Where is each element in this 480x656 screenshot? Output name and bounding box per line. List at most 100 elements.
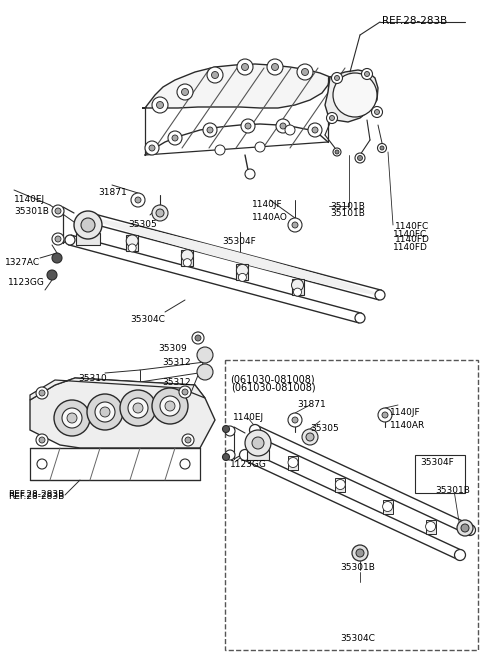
Text: 1140FD: 1140FD	[393, 243, 428, 252]
Circle shape	[182, 389, 188, 395]
Bar	[336, 478, 345, 491]
Circle shape	[36, 434, 48, 446]
Text: 35301B: 35301B	[14, 207, 49, 216]
Circle shape	[192, 332, 204, 344]
Circle shape	[301, 68, 309, 75]
Circle shape	[74, 211, 102, 239]
Text: 35304F: 35304F	[420, 458, 454, 467]
Circle shape	[36, 387, 48, 399]
Circle shape	[149, 145, 155, 151]
Circle shape	[382, 412, 388, 418]
Circle shape	[285, 125, 295, 135]
Bar	[383, 499, 393, 514]
Ellipse shape	[250, 424, 261, 436]
Circle shape	[67, 413, 77, 423]
Ellipse shape	[455, 550, 466, 560]
Text: 31871: 31871	[98, 188, 127, 197]
Circle shape	[377, 144, 386, 152]
Circle shape	[165, 401, 175, 411]
Circle shape	[237, 59, 253, 75]
Polygon shape	[142, 64, 330, 108]
Circle shape	[461, 524, 469, 532]
Circle shape	[276, 119, 290, 133]
Circle shape	[87, 394, 123, 430]
Circle shape	[329, 115, 335, 121]
Text: 1140JF: 1140JF	[252, 200, 283, 209]
Circle shape	[223, 426, 229, 432]
Circle shape	[47, 270, 57, 280]
Circle shape	[55, 208, 61, 214]
Text: 1140EJ: 1140EJ	[233, 413, 264, 422]
Circle shape	[280, 123, 286, 129]
Circle shape	[177, 84, 193, 100]
Text: 35309: 35309	[158, 344, 187, 353]
Text: 1140AR: 1140AR	[390, 421, 425, 430]
Circle shape	[156, 209, 164, 217]
Text: 1327AC: 1327AC	[5, 258, 40, 267]
Text: REF.28-283B: REF.28-283B	[8, 490, 64, 499]
Circle shape	[179, 386, 191, 398]
Circle shape	[100, 407, 110, 417]
Circle shape	[197, 347, 213, 363]
Bar	[126, 235, 138, 251]
Circle shape	[335, 150, 339, 154]
Circle shape	[54, 400, 90, 436]
Text: 35304F: 35304F	[222, 237, 256, 246]
Circle shape	[312, 127, 318, 133]
Circle shape	[333, 73, 377, 117]
Text: REF.28-283B: REF.28-283B	[382, 16, 447, 26]
Bar	[181, 250, 193, 266]
Circle shape	[241, 119, 255, 133]
Circle shape	[120, 390, 156, 426]
Circle shape	[292, 417, 298, 423]
Circle shape	[292, 222, 298, 228]
Text: 35101B: 35101B	[330, 209, 365, 218]
Circle shape	[364, 72, 370, 77]
Circle shape	[372, 106, 383, 117]
Ellipse shape	[65, 235, 75, 245]
Circle shape	[39, 437, 45, 443]
Circle shape	[52, 205, 64, 217]
Bar	[415, 455, 465, 493]
Circle shape	[288, 457, 298, 468]
Circle shape	[62, 408, 82, 428]
Bar	[247, 450, 269, 460]
Circle shape	[207, 127, 213, 133]
Circle shape	[95, 402, 115, 422]
Circle shape	[225, 426, 235, 436]
Ellipse shape	[85, 213, 95, 223]
Text: 35305: 35305	[128, 220, 157, 229]
Circle shape	[302, 429, 318, 445]
Text: 35301B: 35301B	[340, 563, 375, 572]
Text: 1140EJ: 1140EJ	[14, 195, 45, 204]
Circle shape	[128, 244, 136, 252]
Polygon shape	[30, 378, 215, 448]
Circle shape	[245, 169, 255, 179]
Text: 1123GG: 1123GG	[230, 460, 267, 469]
Bar	[288, 455, 298, 470]
Circle shape	[172, 135, 178, 141]
Text: (061030-081008): (061030-081008)	[230, 374, 314, 384]
Circle shape	[355, 153, 365, 163]
Circle shape	[361, 68, 372, 79]
Circle shape	[272, 64, 278, 70]
Circle shape	[131, 193, 145, 207]
Text: 35305: 35305	[310, 424, 339, 433]
Circle shape	[223, 453, 229, 461]
Circle shape	[215, 145, 225, 155]
Ellipse shape	[355, 313, 365, 323]
Circle shape	[133, 403, 143, 413]
Circle shape	[288, 218, 302, 232]
Bar	[225, 360, 478, 650]
Bar	[76, 233, 100, 245]
Polygon shape	[30, 378, 205, 400]
Circle shape	[380, 146, 384, 150]
Ellipse shape	[240, 449, 251, 461]
Circle shape	[288, 413, 302, 427]
Polygon shape	[325, 70, 378, 122]
Text: 1140FC: 1140FC	[393, 230, 427, 239]
Text: 35310: 35310	[78, 374, 107, 383]
Circle shape	[297, 64, 313, 80]
Circle shape	[239, 274, 246, 281]
Circle shape	[55, 236, 61, 242]
